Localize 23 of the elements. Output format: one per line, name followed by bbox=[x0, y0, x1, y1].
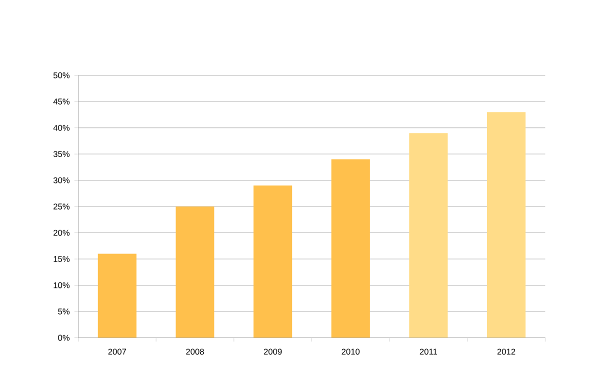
bar bbox=[331, 160, 370, 338]
y-tick-label: 30% bbox=[53, 178, 70, 184]
y-tick-label: 40% bbox=[53, 125, 70, 131]
bar bbox=[98, 254, 136, 338]
bar bbox=[486, 112, 526, 338]
y-tick-label: 45% bbox=[53, 98, 70, 105]
y-tick-label: 50% bbox=[53, 72, 70, 78]
x-tick-label: 2009 bbox=[264, 348, 282, 355]
x-tick-label: 2010 bbox=[342, 348, 360, 355]
y-tick-label: 35% bbox=[53, 151, 70, 158]
y-tick-label: 15% bbox=[54, 256, 70, 262]
bar bbox=[176, 206, 214, 338]
y-tick-label: 0% bbox=[58, 334, 70, 341]
y-tick-label: 10% bbox=[54, 282, 70, 288]
x-tick-label: 2008 bbox=[186, 348, 204, 355]
bar bbox=[409, 133, 448, 338]
y-tick-label: 5% bbox=[58, 308, 70, 315]
x-tick-label: 2007 bbox=[108, 348, 126, 355]
x-tick-label: 2011 bbox=[420, 348, 438, 355]
bar bbox=[254, 186, 292, 338]
y-tick-label: 20% bbox=[54, 230, 70, 236]
x-tick-label: 2012 bbox=[497, 348, 516, 355]
y-tick-label: 25% bbox=[54, 204, 70, 210]
